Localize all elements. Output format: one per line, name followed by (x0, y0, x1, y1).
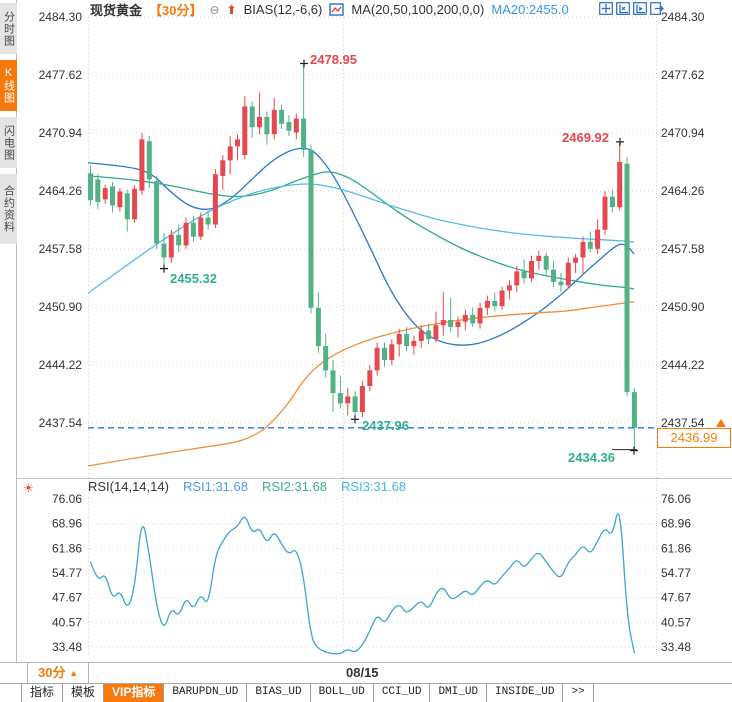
price-direction-triangle-icon (716, 419, 726, 427)
chart-type-sidebar: 分时图 K线图闪电图合约资料 (0, 0, 17, 662)
y-axis-label-right: 2484.30 (661, 10, 705, 24)
y-axis-label-right: 2437.54 (661, 416, 705, 430)
ma100-line (87, 183, 635, 294)
y-axis-label-left: 2437.54 (39, 416, 83, 430)
up-arrow-icon: ⬆ (226, 2, 237, 17)
price-annotation: 2434.36 (568, 450, 615, 465)
indicator-tab-barupdnud[interactable]: BARUPDN_UD (164, 684, 248, 702)
price-annotation: 2455.32 (170, 271, 217, 286)
y-axis-label-right: 2444.22 (661, 358, 705, 372)
rsi2-value-label: RSI2:31.68 (261, 479, 328, 494)
bias-indicator-label[interactable]: BIAS(12,-6,6) (243, 2, 323, 17)
rsi-axis-label-right: 61.86 (661, 541, 691, 555)
y-axis-label-right: 2457.58 (661, 242, 705, 256)
indicator-tab-cciud[interactable]: CCI_UD (374, 684, 431, 702)
annotation-marker (300, 59, 308, 68)
y-axis-label-left: 2470.94 (39, 126, 83, 140)
collapse-indicator-icon[interactable]: ⊖ (209, 2, 220, 17)
y-axis-label-left: 2477.62 (39, 68, 83, 82)
rsi-axis-label-left: 40.57 (52, 615, 82, 629)
rsi3-value-label: RSI3:31.68 (341, 479, 407, 494)
indicator-tab-[interactable]: 指标 (22, 684, 64, 702)
chart-toolbar-icons (599, 2, 664, 15)
price-annotation: 2478.95 (310, 52, 357, 67)
rsi-axis-label-left: 61.86 (52, 541, 82, 555)
annotation-marker (351, 415, 359, 424)
indicator-tab-biasud[interactable]: BIAS_UD (247, 684, 311, 702)
last-price-badge: 2436.99 (657, 428, 731, 448)
rsi-axis-label-right: 54.77 (661, 566, 691, 580)
rsi-axis-label-left: 76.06 (52, 492, 82, 506)
y-axis-label-left: 2450.90 (39, 300, 83, 314)
rsi-axis-label-right: 40.57 (661, 615, 691, 629)
chart-header: 现货黄金 【30分】 ⊖ ⬆ BIAS(12,-6,6) MA(20,50,100… (90, 1, 569, 18)
timeframe-selector[interactable]: 30分 ▲ (27, 663, 89, 683)
chevron-up-icon: ▲ (69, 668, 78, 678)
y-axis-label-right: 2470.94 (661, 126, 705, 140)
sidebar-tab-3[interactable]: 闪电图 (0, 117, 17, 168)
indicator-tab->>[interactable]: >> (563, 684, 594, 702)
annotation-marker (616, 137, 624, 146)
y-axis-label-left: 2444.22 (39, 358, 83, 372)
axis-play-icon[interactable] (633, 2, 647, 15)
sidebar-tab-4[interactable]: 合约资料 (0, 174, 17, 244)
rsi-title[interactable]: RSI(14,14,14) (88, 479, 169, 494)
sidebar-tab-1[interactable]: 分时图 (0, 3, 17, 54)
pan-tool-icon[interactable] (599, 2, 613, 15)
y-axis-label-left: 2457.58 (39, 242, 83, 256)
rsi-axis-label-left: 33.48 (52, 640, 82, 654)
tab-bar-spacer (0, 684, 22, 702)
axis-zoom-icon[interactable] (616, 2, 630, 15)
rsi1-value-label: RSI1:31.68 (182, 479, 248, 494)
rsi-axis-label-right: 33.48 (661, 640, 691, 654)
ma-indicator-icon (329, 3, 345, 16)
rsi-axis-label-left: 68.96 (52, 517, 82, 531)
ma-settings-label[interactable]: MA(20,50,100,200,0,0) (351, 2, 485, 17)
indicator-tab-bollud[interactable]: BOLL_UD (311, 684, 374, 702)
timeframe-label: 【30分】 (149, 3, 203, 18)
indicator-tab-bar: 指标 模板 VIP指标 BARUPDN_UD BIAS_UD BOLL_UD CCI_UD D… (0, 684, 732, 702)
rsi-axis-label-right: 47.67 (661, 591, 691, 605)
sidebar-tab-2[interactable]: K线图 (0, 60, 17, 111)
annotation-marker (630, 446, 638, 455)
indicator-tab-insideud[interactable]: INSIDE_UD (487, 684, 564, 702)
price-annotation: 2437.96 (362, 418, 409, 433)
indicator-tab-vip[interactable]: VIP指标 (104, 684, 165, 702)
rsi-line (89, 512, 636, 655)
indicator-settings-icon[interactable]: ☀ (23, 481, 34, 495)
rsi-axis-label-left: 47.67 (52, 591, 82, 605)
rsi-panel-header: ☀ RSI(14,14,14) RSI1:31.68 RSI2:31.68 RS… (0, 479, 732, 495)
export-right-icon[interactable] (650, 2, 664, 15)
indicator-tab-dmiud[interactable]: DMI_UD (430, 684, 488, 702)
ma20-value-label: MA20:2455.0 (491, 2, 569, 17)
y-axis-label-right: 2477.62 (661, 68, 705, 82)
price-annotation: 2469.92 (562, 130, 609, 145)
annotation-marker (160, 264, 168, 273)
rsi-axis-label-left: 54.77 (52, 566, 82, 580)
ma50-line (87, 171, 635, 290)
rsi-axis-label-right: 68.96 (661, 517, 691, 531)
y-axis-label-left: 2484.30 (39, 10, 83, 24)
rsi-axis-label-right: 76.06 (661, 492, 691, 506)
candles-layer (88, 63, 637, 451)
symbol-name: 现货黄金 (90, 3, 143, 18)
main-chart[interactable]: 2484.30 2484.30 2477.62 2477.62 2470.94 2470.… (0, 0, 732, 662)
y-axis-label-left: 2464.26 (39, 184, 83, 198)
ma200-line (87, 301, 635, 467)
indicator-tab-[interactable]: 模板 (63, 684, 105, 702)
y-axis-label-right: 2464.26 (661, 184, 705, 198)
timeframe-row: 30分 ▲ 08/15 (0, 662, 732, 684)
x-axis-date-label: 08/15 (346, 665, 379, 680)
y-axis-label-right: 2450.90 (661, 300, 705, 314)
timeframe-value: 30分 (37, 665, 66, 680)
